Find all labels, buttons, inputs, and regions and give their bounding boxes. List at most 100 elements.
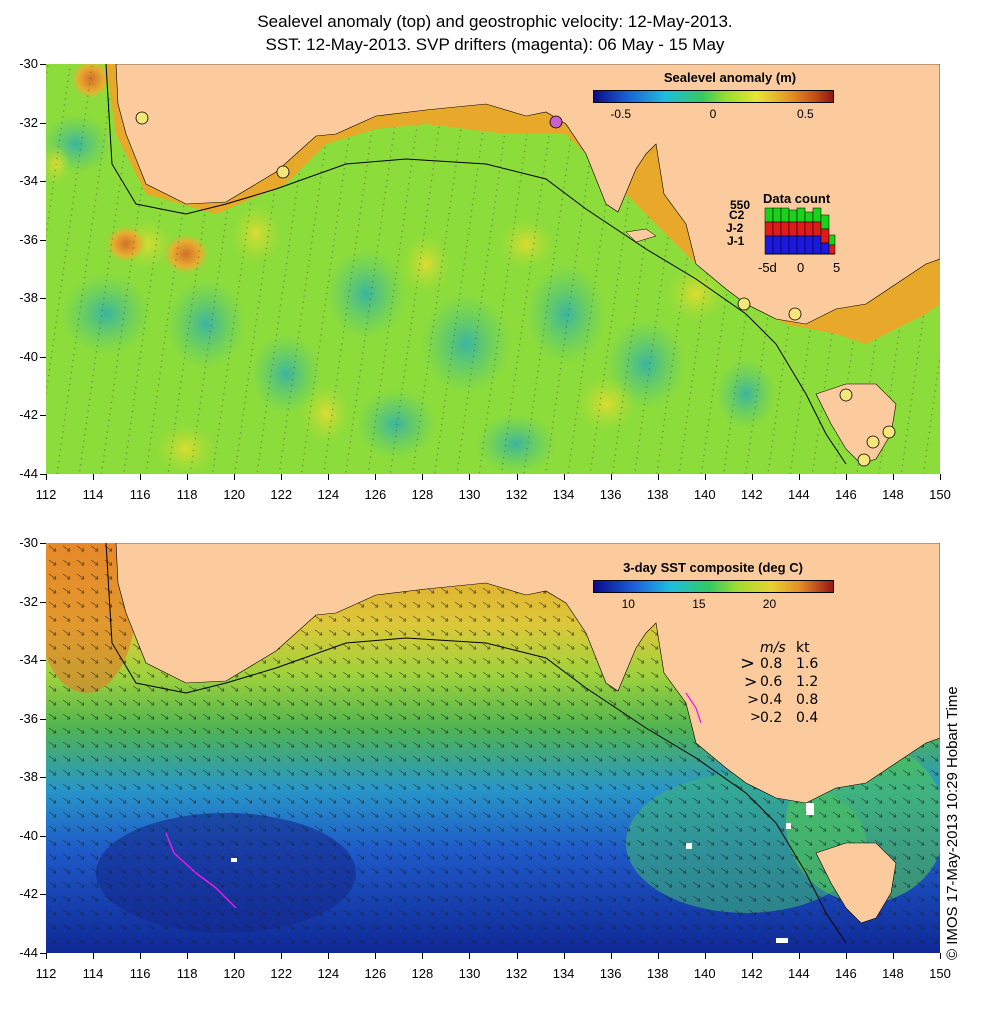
title-line-1: Sealevel anomaly (top) and geostrophic v… [257, 12, 733, 31]
bottom-x-tickmark-14 [704, 953, 706, 959]
data-count-axis-end: 5 [833, 260, 841, 275]
sealevel-colorbar [593, 90, 834, 103]
velocity-ms-0: 0.8 [760, 656, 783, 672]
australia-landmass [115, 64, 940, 325]
data-count-series-c2: C2 [729, 208, 745, 222]
bottom-x-tickmark-17 [845, 953, 847, 959]
bottom-x-tick-2: 116 [129, 966, 151, 981]
top-x-tick-5: 122 [270, 487, 293, 502]
australia-landmass-bottom [115, 543, 940, 804]
velocity-kt-0: 1.6 [796, 656, 819, 672]
top-y-tickmark-5 [40, 356, 46, 358]
bottom-x-tick-3: 118 [176, 966, 198, 981]
sealevel-colorbar-tick-1: 0 [709, 107, 717, 121]
bottom-x-tickmark-7 [375, 953, 377, 959]
kangaroo-island [625, 228, 657, 243]
cloud-mask [231, 803, 814, 943]
top-x-tick-0: 112 [35, 487, 57, 502]
velocity-ms-2: 0.4 [760, 692, 783, 708]
svp-drifter-track-2 [685, 692, 702, 724]
bottom-y-tickmark-5 [40, 835, 46, 837]
top-x-tick-17: 146 [835, 487, 857, 502]
velocity-header-ms: m/s [760, 640, 786, 656]
bottom-x-tickmark-3 [187, 953, 189, 959]
bottom-x-tick-19: 150 [929, 966, 951, 981]
tasmania-bottom [815, 842, 897, 924]
top-x-tickmark-14 [704, 474, 706, 480]
velocity-arrow-1: > [744, 672, 758, 691]
sst-composite-svg [46, 543, 940, 953]
bottom-x-tickmark-12 [610, 953, 612, 959]
top-x-tick-16: 144 [787, 487, 810, 502]
top-x-tick-13: 138 [646, 487, 669, 502]
bottom-x-tick-18: 148 [882, 966, 904, 981]
top-x-tickmark-13 [657, 474, 659, 480]
velocity-kt-3: 0.4 [796, 710, 819, 726]
bottom-y-tickmark-1 [40, 601, 46, 603]
top-x-tickmark-10 [516, 474, 518, 480]
bottom-x-tick-0: 112 [35, 966, 57, 981]
top-y-tickmark-0 [40, 64, 46, 65]
svp-drifter-track [165, 832, 237, 909]
velocity-ms-3: 0.2 [760, 710, 783, 726]
top-x-tickmark-16 [798, 474, 800, 480]
data-count-axis-start: -5d [758, 260, 777, 275]
top-x-tick-14: 140 [693, 487, 716, 502]
top-y-tick-1: -32 [19, 114, 38, 130]
bottom-x-tickmark-4 [234, 953, 236, 959]
sealevel-colorbar-tick-0: -0.5 [610, 107, 632, 121]
top-x-tick-18: 148 [882, 487, 904, 502]
top-y-tick-3: -36 [19, 231, 38, 247]
sst-legend-title: 3-day SST composite (deg C) [623, 560, 803, 575]
bathymetry-contour-bottom [105, 543, 847, 944]
sst-colorbar [593, 580, 834, 593]
top-x-tick-7: 126 [364, 487, 387, 502]
top-y-tickmark-2 [40, 181, 46, 183]
velocity-arrow-3: > [750, 710, 761, 725]
sst-composite-map [46, 543, 940, 953]
sealevel-anomaly-svg [46, 64, 940, 474]
bottom-x-tick-9: 130 [458, 966, 481, 981]
bottom-x-tickmark-8 [422, 953, 424, 959]
bottom-y-tick-3: -36 [19, 710, 38, 726]
title-line-2: SST: 12-May-2013. SVP drifters (magenta)… [265, 35, 725, 54]
data-count-bars [764, 207, 836, 255]
bottom-x-tick-13: 138 [646, 966, 669, 981]
top-x-tick-12: 136 [599, 487, 622, 502]
tide-gauge-markers [135, 111, 896, 467]
top-x-tick-11: 134 [552, 487, 575, 502]
top-x-tickmark-0 [46, 474, 47, 480]
top-x-tick-9: 130 [458, 487, 481, 502]
bottom-x-tickmark-16 [798, 953, 800, 959]
bottom-x-tick-11: 134 [552, 966, 575, 981]
top-x-tickmark-17 [845, 474, 847, 480]
bottom-x-tickmark-0 [46, 953, 47, 959]
data-count-series-j1: J-1 [727, 234, 745, 248]
bottom-y-tick-1: -32 [19, 593, 38, 609]
top-x-tickmark-5 [281, 474, 283, 480]
top-x-tickmark-11 [563, 474, 565, 480]
bottom-x-tickmark-18 [892, 953, 894, 959]
top-x-tickmark-18 [892, 474, 894, 480]
velocity-arrow-0: > [740, 653, 756, 674]
sealevel-anomaly-map [46, 64, 940, 474]
bottom-x-tickmark-13 [657, 953, 659, 959]
bottom-x-tick-4: 120 [223, 966, 246, 981]
top-x-tickmark-15 [751, 474, 753, 480]
velocity-kt-2: 0.8 [796, 692, 819, 708]
bottom-y-tick-0: -30 [19, 535, 38, 550]
bathymetry-contour [105, 64, 847, 465]
bottom-y-tick-2: -34 [19, 652, 38, 668]
top-y-tick-2: -34 [19, 173, 38, 189]
data-count-max: 550 [730, 198, 751, 212]
bottom-x-tickmark-11 [563, 953, 565, 959]
bottom-x-tick-7: 126 [364, 966, 387, 981]
bottom-x-tick-15: 142 [740, 966, 763, 981]
bottom-x-tickmark-5 [281, 953, 283, 959]
bottom-x-tick-12: 136 [599, 966, 622, 981]
top-x-tick-19: 150 [929, 487, 951, 502]
data-count-title: Data count [763, 191, 831, 206]
top-y-tick-0: -30 [19, 56, 38, 71]
top-y-tickmark-1 [40, 122, 46, 124]
bottom-y-tickmark-7 [40, 953, 46, 954]
